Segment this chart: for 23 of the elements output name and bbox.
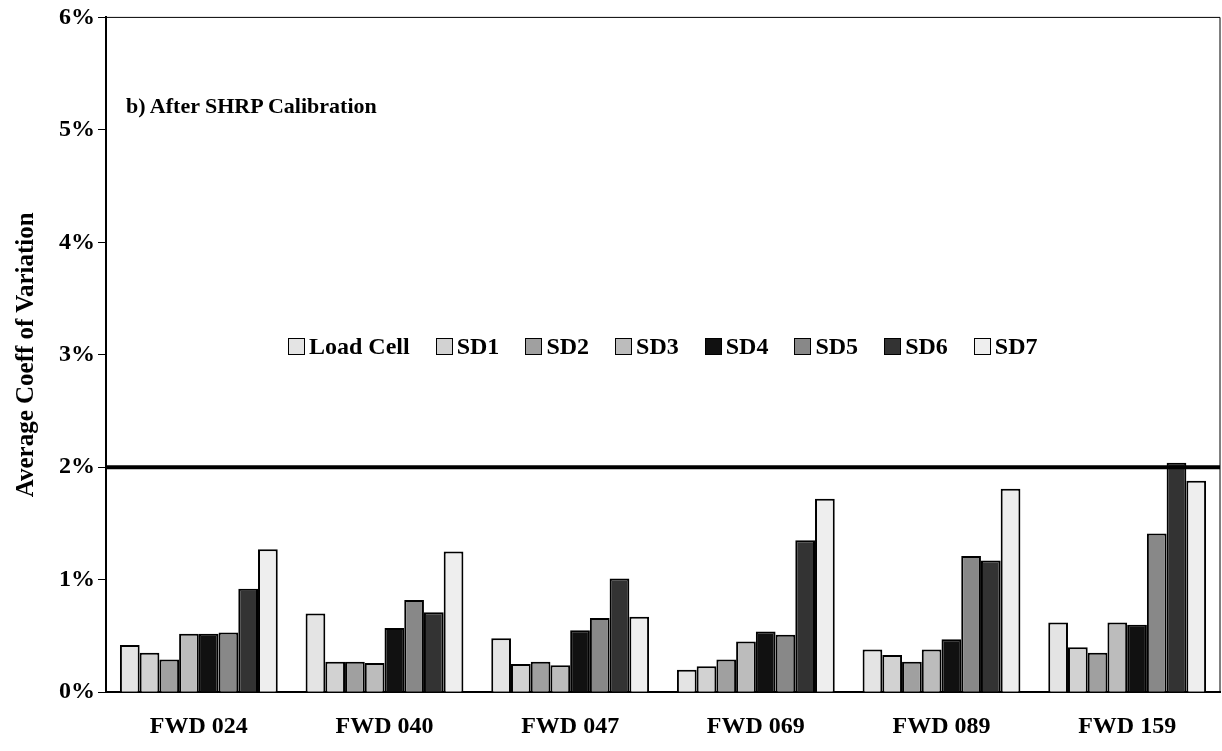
x-tick-label: FWD 024 <box>149 711 248 738</box>
legend-label: SD2 <box>546 333 590 361</box>
y-tick-label: 5% <box>59 115 95 142</box>
legend-label: SD1 <box>456 333 500 361</box>
y-tick-label: 4% <box>59 227 95 254</box>
x-tick-label: FWD 069 <box>706 711 805 738</box>
legend-label: SD7 <box>994 333 1038 361</box>
y-tick-label: 0% <box>59 677 95 704</box>
x-tick-label: FWD 159 <box>1078 711 1177 738</box>
y-tick-label: 1% <box>59 564 95 591</box>
legend-label: SD6 <box>905 333 948 361</box>
x-tick-label: FWD 040 <box>335 711 434 738</box>
legend-label: SD3 <box>636 333 679 361</box>
y-axis-title: Average Coeff of Variation <box>11 212 39 498</box>
annotation: b) After SHRP Calibration <box>126 93 377 120</box>
y-tick-label: 2% <box>59 452 95 479</box>
x-tick-label: FWD 089 <box>892 711 991 738</box>
legend-label: Load Cell <box>309 333 410 361</box>
x-tick-label: FWD 047 <box>521 711 620 738</box>
y-tick-label: 3% <box>59 340 95 366</box>
legend-label: SD5 <box>815 333 859 361</box>
y-tick-label: 6% <box>59 2 95 29</box>
legend-label: SD4 <box>725 333 769 361</box>
